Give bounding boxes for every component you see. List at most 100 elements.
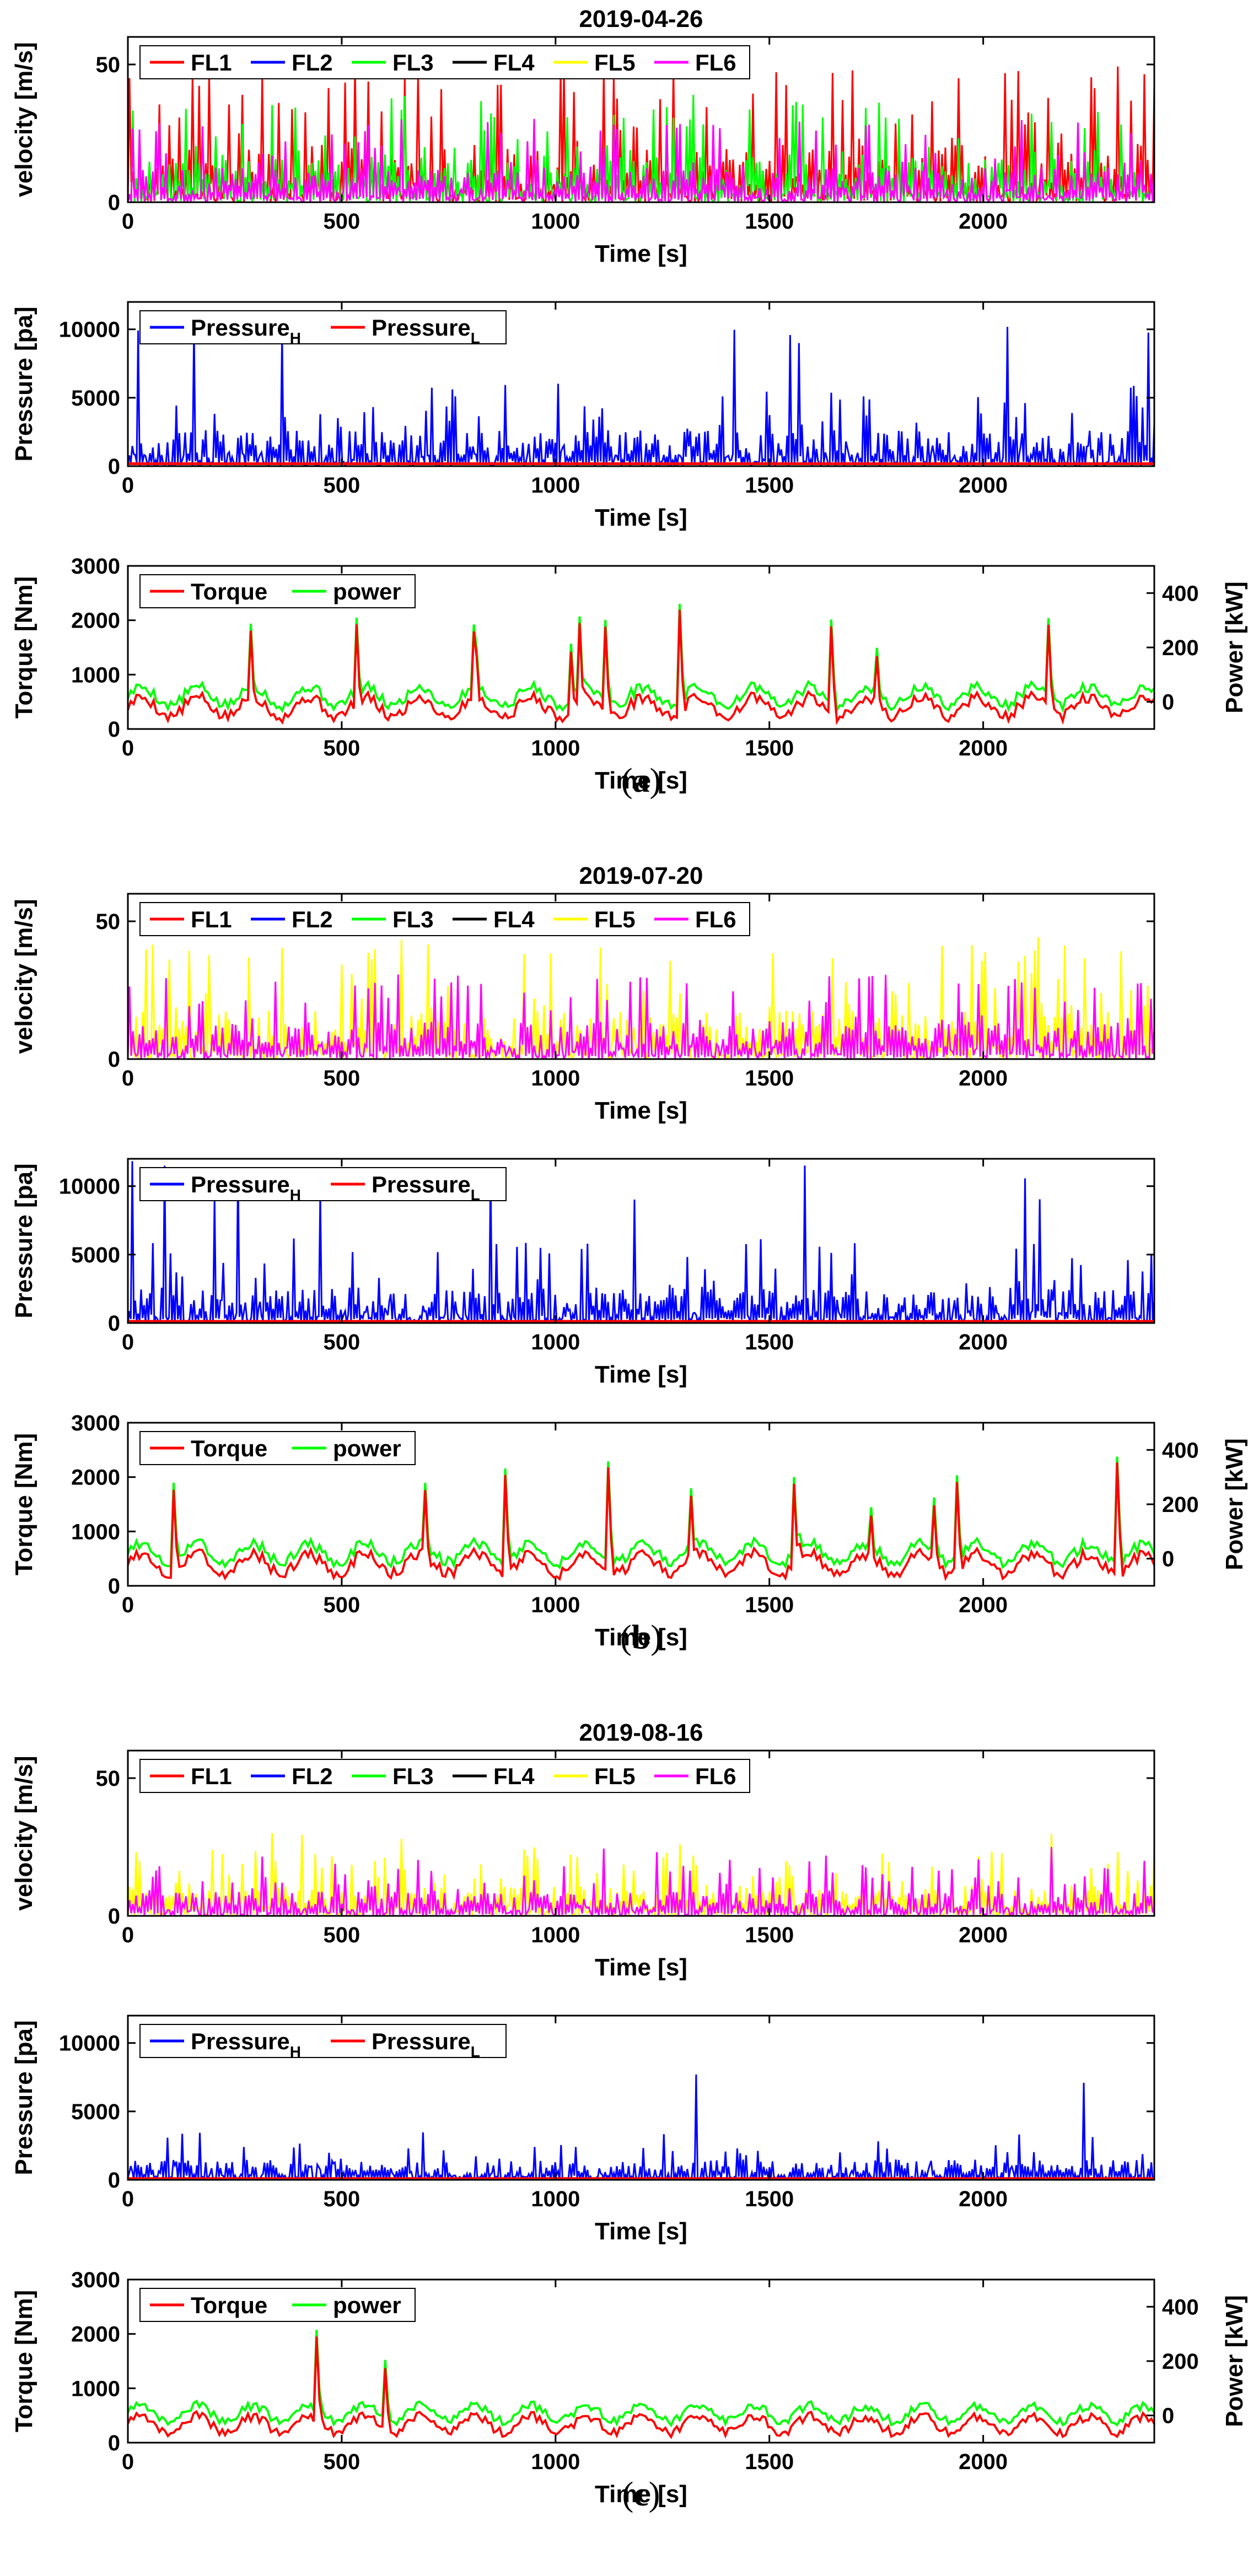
y-axis-label: Torque [Nm]	[10, 576, 37, 719]
x-axis-label: Time [s]	[595, 240, 687, 267]
legend-label: FL3	[392, 906, 434, 932]
x-tick-label: 500	[324, 1066, 361, 1090]
legend: FL1 FL2 FL3 FL4 FL5 FL6	[139, 1759, 750, 1793]
legend-label: Torque	[191, 579, 267, 604]
x-tick-label: 1500	[745, 1923, 794, 1947]
x-tick-label: 2000	[959, 736, 1008, 760]
x-tick-label: 500	[324, 1330, 361, 1354]
legend-label: Torque	[191, 2292, 267, 2318]
x-tick-label: 2000	[959, 1330, 1008, 1354]
legend-label: FL4	[493, 1763, 535, 1789]
legend-box	[139, 1759, 750, 1793]
y-tick-label: 0	[108, 191, 120, 215]
y-tick-label: 0	[108, 1904, 120, 1929]
x-tick-label: 1000	[531, 473, 580, 498]
y-tick-label: 1000	[71, 1520, 120, 1544]
series-power	[128, 603, 1154, 714]
legend: PressureH PressureL	[139, 1167, 507, 1203]
y-tick-label: 3000	[71, 1411, 120, 1435]
legend-label: FL4	[493, 50, 535, 75]
subfigure-caption: (a)	[621, 762, 661, 800]
x-tick-label: 0	[122, 1066, 134, 1090]
chart-title: 2019-07-20	[579, 862, 703, 889]
legend-box	[139, 902, 750, 936]
plot-area	[128, 603, 1154, 725]
panel-torque-power: 0 500 1000 1500 2000 0 1000 2000 3000 0 200 400 Powe…	[10, 2268, 1248, 2508]
panel-pressure: 0 500 1000 1500 2000 0 5000 10000 Time [s] Pressu…	[10, 301, 1155, 531]
x-axis-label: Time [s]	[595, 1954, 687, 1981]
axes-frame	[127, 301, 1155, 467]
x-tick-label: 1000	[531, 2187, 580, 2211]
x-tick-label: 2000	[959, 1066, 1008, 1090]
subfigure-caption: (b)	[620, 1619, 662, 1656]
y-tick-label: 5000	[71, 2100, 120, 2124]
x-tick-label: 2000	[959, 209, 1008, 234]
caption-open: (	[620, 1619, 632, 1656]
x-tick-label: 1000	[531, 2450, 580, 2474]
x-tick-label: 0	[122, 736, 134, 760]
legend-label: FL3	[392, 50, 434, 75]
legend-box	[139, 2024, 507, 2058]
caption-letter: a	[633, 762, 650, 800]
y-tick-label: 0	[108, 1047, 120, 1072]
plot-area	[128, 937, 1154, 1059]
legend-subscript: L	[471, 1186, 480, 1203]
legend: Torque power	[139, 2288, 416, 2322]
y-axis-label: Pressure [pa]	[10, 1163, 37, 1318]
y-tick-label: 3000	[71, 2268, 120, 2292]
series-torque	[128, 1462, 1154, 1581]
x-axis-label: Time [s]	[595, 2481, 687, 2508]
legend-subscript: L	[471, 2043, 480, 2060]
y-tick-label: 0	[108, 2431, 120, 2455]
plot-area	[128, 1456, 1154, 1581]
x-tick-label: 0	[122, 2450, 134, 2474]
panel-torque-power: 0 500 1000 1500 2000 0 1000 2000 3000 0 200 400 Powe…	[10, 554, 1248, 794]
caption-open: (	[622, 2476, 634, 2513]
x-tick-label: 0	[122, 1923, 134, 1947]
x-tick-label: 2000	[959, 1923, 1008, 1947]
legend: Torque power	[139, 574, 416, 608]
legend-label: FL3	[392, 1763, 434, 1789]
y-tick-label: 2000	[71, 2323, 120, 2347]
caption-open: (	[621, 762, 633, 800]
x-tick-label: 1500	[745, 1066, 794, 1090]
x-tick-label: 1500	[745, 473, 794, 498]
y-right-axis-label: Power [kW]	[1221, 2295, 1248, 2427]
y-right-tick-label: 0	[1162, 690, 1174, 715]
series-power	[128, 1456, 1154, 1570]
legend-label: FL2	[292, 1763, 333, 1789]
y-tick-label: 0	[108, 2168, 120, 2192]
y-tick-label: 50	[96, 910, 121, 934]
panel-torque-power: 0 500 1000 1500 2000 0 1000 2000 3000 0 200 400 Powe…	[10, 1411, 1248, 1651]
axes-frame	[127, 893, 1155, 1060]
series-torque	[128, 609, 1154, 725]
caption-letter: c	[633, 2476, 649, 2513]
legend-label: FL1	[191, 1763, 232, 1789]
y-tick-label: 10000	[59, 1175, 120, 1199]
axes-frame	[127, 2015, 1155, 2181]
x-tick-label: 0	[122, 1330, 134, 1354]
caption-close: )	[650, 762, 661, 800]
axes-frame	[127, 1749, 1155, 1917]
y-tick-label: 3000	[71, 554, 120, 579]
y-tick-label: 5000	[71, 1243, 120, 1267]
x-tick-label: 2000	[959, 2450, 1008, 2474]
y-right-axis-label: Power [kW]	[1221, 1438, 1248, 1570]
y-tick-label: 10000	[59, 318, 120, 342]
y-right-tick-label: 200	[1162, 1493, 1199, 1517]
x-axis-label: Time [s]	[595, 767, 687, 794]
legend-label: FL5	[594, 50, 636, 75]
x-tick-label: 2000	[959, 2187, 1008, 2211]
series-fl5	[128, 1833, 1154, 1916]
legend-label: power	[333, 1435, 401, 1461]
x-tick-label: 500	[324, 1923, 361, 1947]
x-tick-label: 1000	[531, 1330, 580, 1354]
x-tick-label: 1000	[531, 736, 580, 760]
y-axis-label: Pressure [pa]	[10, 2020, 37, 2175]
x-tick-label: 0	[122, 2187, 134, 2211]
x-axis-label: Time [s]	[595, 1361, 687, 1388]
x-tick-label: 1000	[531, 1066, 580, 1090]
